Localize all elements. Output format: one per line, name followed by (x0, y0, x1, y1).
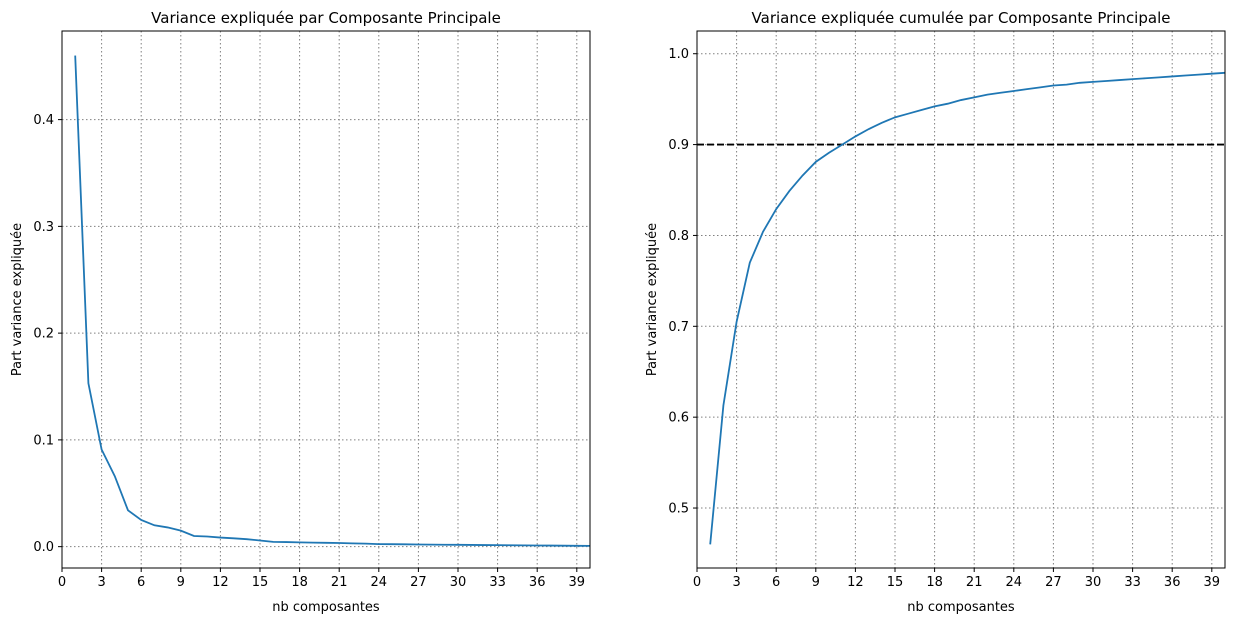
x-tick-label: 12 (212, 575, 229, 590)
x-tick-label: 18 (291, 575, 308, 590)
x-tick-label: 3 (97, 575, 105, 590)
y-tick-label: 1.0 (668, 47, 689, 62)
x-tick-label: 30 (1085, 575, 1102, 590)
y-tick-label: 0.5 (668, 502, 689, 517)
x-tick-label: 21 (331, 575, 348, 590)
chart-title: Variance expliquée par Composante Princi… (151, 9, 501, 27)
x-tick-label: 24 (1006, 575, 1023, 590)
x-tick-label: 21 (966, 575, 983, 590)
x-tick-label: 9 (177, 575, 185, 590)
x-tick-label: 36 (1164, 575, 1181, 590)
x-tick-label: 36 (529, 575, 546, 590)
x-axis-label: nb composantes (272, 600, 380, 615)
x-tick-label: 3 (732, 575, 740, 590)
x-tick-label: 33 (489, 575, 506, 590)
x-tick-label: 6 (772, 575, 780, 590)
y-tick-label: 0.7 (668, 320, 689, 335)
series-line (709, 71, 1225, 545)
axes-frame (696, 30, 1226, 569)
x-tick-label: 24 (371, 575, 388, 590)
x-tick-label: 18 (926, 575, 943, 590)
y-tick-label: 0.9 (668, 138, 689, 153)
axes-frame (61, 30, 591, 569)
x-tick-label: 9 (812, 575, 820, 590)
x-tick-label: 27 (1045, 575, 1062, 590)
x-tick-label: 0 (693, 575, 701, 590)
x-tick-label: 15 (887, 575, 904, 590)
x-tick-label: 0 (58, 575, 66, 590)
x-tick-label: 15 (252, 575, 269, 590)
x-tick-label: 6 (137, 575, 145, 590)
y-tick-label: 0.8 (668, 229, 689, 244)
y-axis-label: Part variance expliquée (645, 223, 660, 376)
chart-title: Variance expliquée cumulée par Composant… (752, 9, 1171, 27)
x-tick-label: 39 (569, 575, 586, 590)
x-tick-label: 27 (410, 575, 427, 590)
y-tick-label: 0.2 (33, 327, 54, 342)
chart-panel-2: 0 3 6 9 12 15 18 21 24 27 30 33 36 390.50.60.70.80.91… (645, 9, 1226, 615)
y-tick-label: 0.0 (33, 540, 54, 555)
y-tick-label: 0.3 (33, 220, 54, 235)
y-tick-label: 0.6 (668, 411, 689, 426)
x-axis-label: nb composantes (907, 600, 1015, 615)
chart-panel-1: 0 3 6 9 12 15 18 21 24 27 30 33 36 390.00.10.20.30.4V… (10, 9, 591, 615)
y-tick-label: 0.4 (33, 113, 54, 128)
y-axis-label: Part variance expliquée (10, 223, 25, 376)
x-tick-label: 33 (1124, 575, 1141, 590)
x-tick-label: 12 (847, 575, 864, 590)
x-tick-label: 30 (450, 575, 467, 590)
series-line (74, 55, 590, 547)
y-tick-label: 0.1 (33, 433, 54, 448)
x-tick-label: 39 (1204, 575, 1221, 590)
